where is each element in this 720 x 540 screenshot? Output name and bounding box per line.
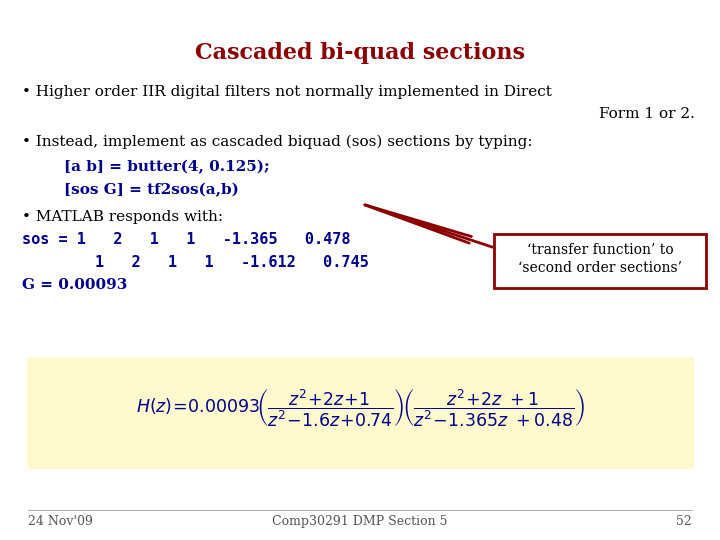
Text: • Instead, implement as cascaded biquad (sos) sections by typing:: • Instead, implement as cascaded biquad … [22,135,533,150]
Text: Comp30291 DMP Section 5: Comp30291 DMP Section 5 [272,515,448,528]
Text: G = 0.00093: G = 0.00093 [22,278,127,292]
Text: $H(z)\!=\!0.00093\!\left(\dfrac{z^2\!+\!2z\!+\!1}{z^2\!-\!1.6z\!+\!0.74}\right)\: $H(z)\!=\!0.00093\!\left(\dfrac{z^2\!+\!… [135,387,585,429]
FancyBboxPatch shape [27,357,694,469]
Text: 52: 52 [676,515,692,528]
Text: Form 1 or 2.: Form 1 or 2. [599,107,695,121]
Text: • Higher order IIR digital filters not normally implemented in Direct: • Higher order IIR digital filters not n… [22,85,552,99]
Text: Cascaded bi-quad sections: Cascaded bi-quad sections [195,42,525,64]
FancyBboxPatch shape [494,234,706,288]
Text: sos = 1   2   1   1   -1.365   0.478: sos = 1 2 1 1 -1.365 0.478 [22,232,351,247]
Text: ‘transfer function’ to: ‘transfer function’ to [527,243,673,257]
Text: [sos G] = tf2sos(a,b): [sos G] = tf2sos(a,b) [22,183,239,197]
Text: [a b] = butter(4, 0.125);: [a b] = butter(4, 0.125); [22,160,269,174]
Text: ‘second order sections’: ‘second order sections’ [518,261,682,275]
Text: • MATLAB responds with:: • MATLAB responds with: [22,210,223,224]
Text: 1   2   1   1   -1.612   0.745: 1 2 1 1 -1.612 0.745 [22,255,369,270]
Text: 24 Nov'09: 24 Nov'09 [28,515,93,528]
